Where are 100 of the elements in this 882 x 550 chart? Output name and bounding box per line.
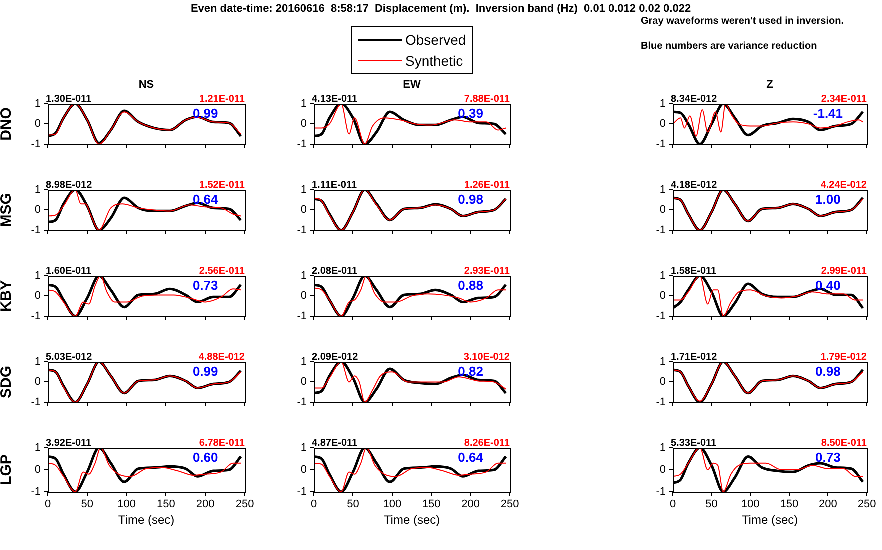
y-tick-label: -1 (656, 396, 666, 408)
legend-label: Observed (406, 32, 466, 48)
annotation: 0.73 (816, 450, 841, 465)
annotation: 4.18E-012 (671, 180, 718, 191)
annotation: 0.64 (192, 192, 220, 207)
annotation: 0.98 (816, 364, 841, 379)
annotation: 8.50E-011 (821, 438, 868, 449)
x-tick-label: 250 (236, 498, 254, 511)
x-axis-title: Time (sec) (742, 513, 798, 528)
x-tick-label: 250 (858, 498, 876, 511)
y-tick-label: -1 (297, 396, 307, 408)
annotation: 4.24E-012 (820, 180, 868, 191)
annotation: 1.30E-011 (46, 94, 92, 105)
x-tick-label: 100 (383, 498, 402, 511)
y-tick-label: -1 (656, 224, 666, 236)
annotation: 1.26E-011 (464, 180, 510, 191)
y-tick-label: 1 (660, 442, 666, 454)
annotation: 0.88 (458, 278, 484, 293)
y-tick-label: -1 (31, 138, 41, 150)
y-tick-label: -1 (31, 224, 41, 236)
x-tick-label: 200 (819, 498, 838, 511)
annotation: 1.52E-011 (199, 180, 246, 191)
annotation: 1.21E-011 (199, 94, 246, 105)
y-tick-label: 1 (34, 356, 41, 368)
y-tick-label: 1 (660, 356, 666, 368)
annotation: 2.99E-011 (821, 266, 868, 277)
x-tick-label: 50 (706, 498, 718, 511)
y-tick-label: -1 (31, 486, 41, 498)
text: Blue numbers are variance reduction (641, 41, 818, 52)
annotation: 6.78E-011 (199, 438, 246, 449)
y-tick-label: -1 (297, 138, 307, 150)
y-tick-label: 0 (660, 204, 666, 216)
x-tick-label: 250 (500, 498, 520, 511)
y-tick-label: 1 (34, 184, 41, 196)
y-tick-label: 1 (300, 442, 307, 454)
y-axis-title: DNO (0, 107, 16, 141)
annotation: 5.33E-011 (671, 438, 718, 449)
y-axis-title: MSG (0, 193, 16, 228)
annotation: 2.08E-011 (312, 266, 358, 277)
annotation: 0.64 (458, 450, 484, 465)
annotation: 2.93E-011 (464, 266, 510, 277)
y-tick-label: -1 (656, 486, 666, 498)
annotation: 0.99 (192, 106, 218, 121)
annotation: 0.73 (192, 278, 218, 293)
chart-title: Z (766, 79, 774, 91)
x-axis-title: Time (sec) (384, 513, 440, 528)
y-tick-label: -1 (656, 310, 666, 322)
y-tick-label: -1 (297, 310, 307, 322)
x-tick-label: 200 (462, 498, 480, 511)
annotation: 1.58E-011 (671, 266, 718, 277)
y-tick-label: 1 (300, 356, 307, 368)
x-tick-label: 200 (196, 498, 215, 511)
y-tick-label: 1 (34, 442, 41, 454)
annotation: 1.79E-012 (820, 352, 868, 363)
x-tick-label: 100 (741, 498, 760, 511)
x-tick-label: 50 (81, 498, 94, 511)
annotation: 0.98 (458, 192, 484, 207)
annotation: 8.34E-012 (671, 94, 718, 105)
y-axis-title: KBY (0, 280, 16, 312)
text: Even date-time: 20160616 8:58:17 Displacement (m). Inversion band (Hz) 0.01 0.012 0.02 0.022 (190, 3, 692, 15)
y-tick-label: 0 (34, 290, 41, 302)
y-tick-label: 1 (660, 98, 666, 110)
y-tick-label: -1 (297, 486, 307, 498)
annotation: 4.88E-012 (198, 352, 246, 363)
annotation: 1.71E-012 (671, 352, 718, 363)
x-tick-label: 150 (780, 498, 799, 511)
y-tick-label: 0 (34, 376, 41, 388)
annotation: 8.98E-012 (46, 180, 93, 191)
y-tick-label: 1 (300, 270, 307, 282)
y-tick-label: 0 (34, 118, 41, 130)
annotation: 2.09E-012 (312, 352, 359, 363)
y-tick-label: 0 (660, 464, 666, 476)
chart-title: NS (138, 79, 154, 91)
annotation: 0.82 (458, 364, 484, 379)
annotation: 0.99 (192, 364, 218, 379)
y-tick-label: 0 (300, 204, 307, 216)
annotation: 0.60 (192, 450, 218, 465)
x-tick-label: 0 (310, 498, 318, 511)
annotation: 1.60E-011 (46, 266, 92, 277)
legend-label: Synthetic (406, 52, 464, 68)
annotation: -1.41 (813, 106, 844, 121)
annotation: 0.39 (458, 106, 484, 121)
y-tick-label: 1 (660, 270, 666, 282)
y-tick-label: -1 (31, 396, 41, 408)
annotation: 1.00 (816, 192, 841, 207)
x-tick-label: 150 (422, 498, 441, 511)
y-tick-label: 0 (300, 290, 307, 302)
x-tick-label: 150 (157, 498, 176, 511)
x-tick-label: 0 (44, 498, 52, 511)
x-tick-label: 0 (670, 498, 676, 511)
y-axis-title: SDG (0, 366, 16, 398)
annotation: 0.40 (816, 278, 841, 293)
annotation: 2.34E-011 (821, 94, 868, 105)
y-tick-label: -1 (297, 224, 307, 236)
y-tick-label: 0 (300, 376, 307, 388)
annotation: 5.03E-012 (46, 352, 93, 363)
y-tick-label: 0 (34, 464, 41, 476)
annotation: 2.56E-011 (199, 266, 246, 277)
annotation: 3.10E-012 (464, 352, 510, 363)
y-tick-label: 1 (660, 184, 666, 196)
